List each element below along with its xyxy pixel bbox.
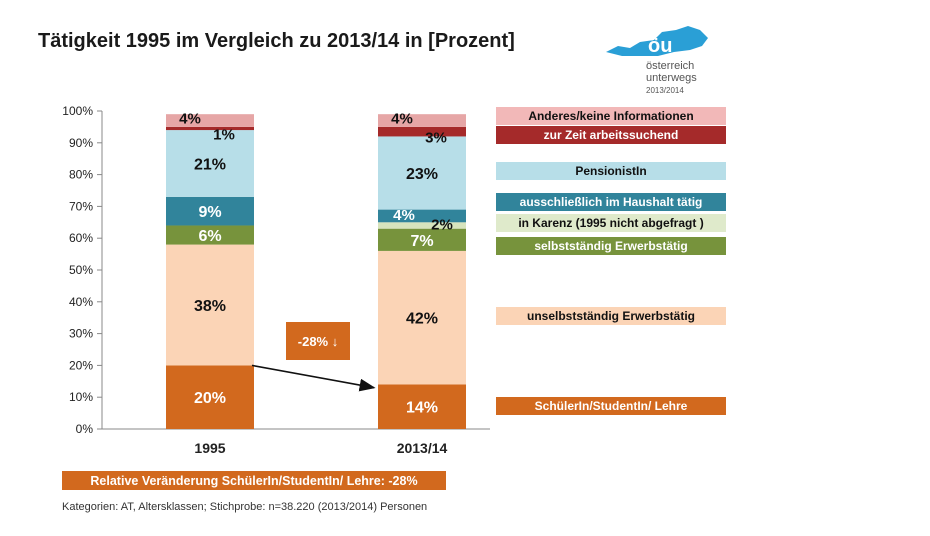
- data-label: 6%: [198, 228, 221, 245]
- x-tick-label: 1995: [194, 440, 225, 456]
- bar-segment: [166, 126, 254, 131]
- data-label: 9%: [198, 204, 221, 221]
- logo-line1: österreich: [646, 60, 695, 72]
- trend-arrow: [251, 364, 376, 392]
- legend-item: SchülerIn/StudentIn/ Lehre: [496, 397, 726, 415]
- y-tick-label: 80%: [69, 168, 93, 182]
- legend-item: PensionistIn: [496, 162, 726, 180]
- data-label: 20%: [194, 390, 226, 407]
- logo: öu österreich unterwegs 2013/2014: [604, 22, 724, 102]
- bar-segment: [378, 126, 466, 137]
- bar-segment: [378, 114, 466, 127]
- chart-title: Tätigkeit 1995 im Vergleich zu 2013/14 i…: [38, 30, 515, 52]
- legend-item: zur Zeit arbeitssuchend: [496, 126, 726, 144]
- data-label: 21%: [194, 156, 226, 173]
- y-tick-label: 40%: [69, 295, 93, 309]
- bar-segment: [166, 130, 254, 197]
- bar-segment: [166, 196, 254, 226]
- logo-line2: unterwegs: [646, 72, 697, 84]
- relative-change-banner: Relative Veränderung SchülerIn/StudentIn…: [62, 471, 446, 490]
- y-tick-label: 60%: [69, 231, 93, 245]
- legend-item: Anderes/keine Informationen: [496, 107, 726, 125]
- x-tick-label: 2013/14: [397, 440, 448, 456]
- y-tick-label: 100%: [62, 104, 93, 118]
- bar-segment: [378, 209, 466, 223]
- footnote: Kategorien: AT, Altersklassen; Stichprob…: [62, 501, 428, 513]
- data-label: 2%: [431, 216, 453, 233]
- logo-line3: 2013/2014: [646, 86, 684, 95]
- data-label: 4%: [391, 111, 413, 128]
- y-tick-label: 10%: [69, 390, 93, 404]
- bar-segment: [378, 222, 466, 229]
- bar-segment: [378, 250, 466, 385]
- logo-mark: öu: [648, 35, 672, 57]
- legend-item: ausschließlich im Haushalt tätig: [496, 193, 726, 211]
- legend-item: in Karenz (1995 nicht abgefragt ): [496, 214, 726, 232]
- austria-map-icon: öu: [606, 26, 708, 57]
- data-label: 23%: [406, 166, 438, 183]
- bar-segment: [166, 114, 254, 127]
- data-label: 14%: [406, 400, 438, 417]
- legend-item: unselbstständig Erwerbstätig: [496, 307, 726, 325]
- y-tick-label: 50%: [69, 263, 93, 277]
- change-annotation: -28% ↓: [286, 322, 350, 360]
- legend-item: selbstständig Erwerbstätig: [496, 237, 726, 255]
- y-tick-label: 30%: [69, 327, 93, 341]
- data-label: 42%: [406, 311, 438, 328]
- bar-segment: [378, 136, 466, 210]
- bar-segment: [378, 384, 466, 429]
- data-label: 4%: [393, 207, 415, 224]
- y-tick-label: 70%: [69, 199, 93, 213]
- bar-segment: [166, 244, 254, 366]
- data-label: 3%: [425, 130, 447, 147]
- data-label: 4%: [179, 111, 201, 128]
- data-label: 7%: [410, 233, 433, 250]
- y-tick-label: 90%: [69, 136, 93, 150]
- bar-segment: [166, 225, 254, 245]
- bar-segment: [166, 365, 254, 429]
- bar-segment: [378, 228, 466, 251]
- y-tick-label: 0%: [76, 422, 94, 436]
- data-label: 1%: [213, 126, 235, 143]
- y-tick-label: 20%: [69, 358, 93, 372]
- data-label: 38%: [194, 298, 226, 315]
